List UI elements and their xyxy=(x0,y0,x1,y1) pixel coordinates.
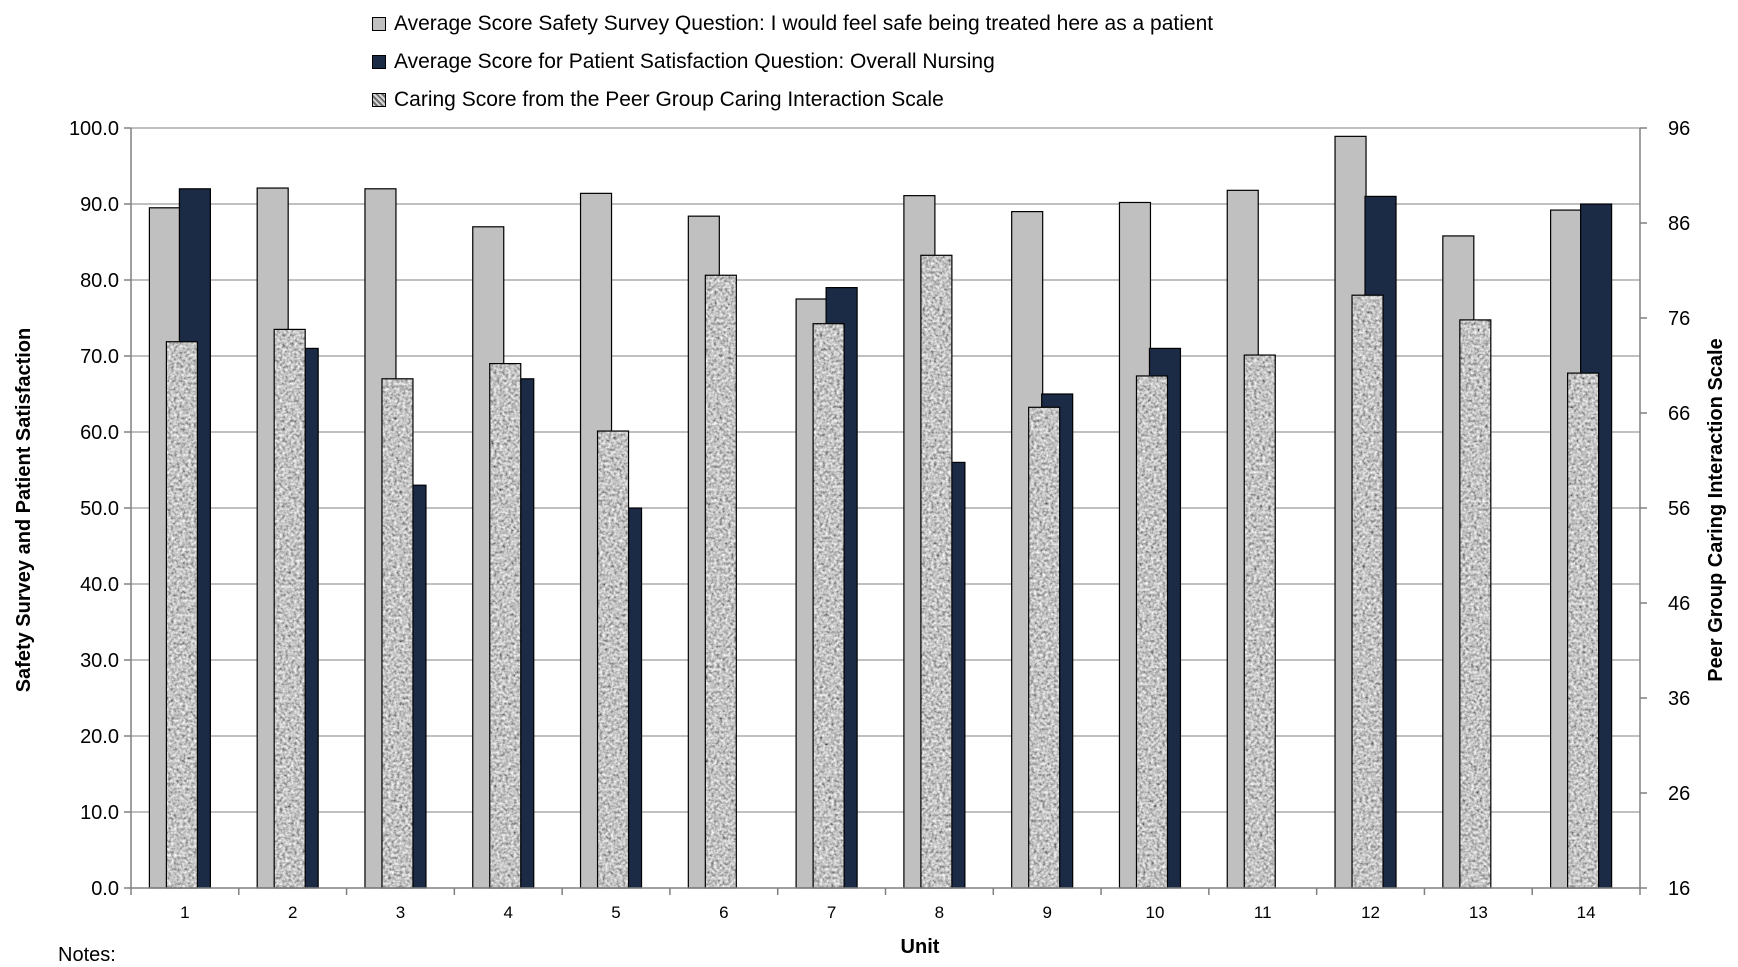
y2-tick-label: 36 xyxy=(1668,688,1690,710)
y2-tick-label: 56 xyxy=(1668,498,1690,520)
x-tick-label: 3 xyxy=(396,903,405,922)
y2-tick-label: 26 xyxy=(1668,783,1690,805)
caring-bar xyxy=(166,341,198,888)
y-tick-label: 80.0 xyxy=(80,270,119,292)
y2-tick-label: 16 xyxy=(1668,878,1690,900)
caring-bar xyxy=(381,378,413,888)
x-tick-label: 8 xyxy=(935,903,944,922)
y-tick-label: 40.0 xyxy=(80,574,119,596)
y-tick-label: 10.0 xyxy=(80,802,119,824)
x-tick-label: 11 xyxy=(1254,903,1272,922)
y-tick-label: 100.0 xyxy=(69,118,119,140)
y2-axis-title: Peer Group Caring Interaction Scale xyxy=(1705,338,1727,681)
y2-tick-label: 66 xyxy=(1668,403,1690,425)
caring-bar xyxy=(489,363,521,889)
x-tick-label: 5 xyxy=(611,903,620,922)
x-tick-label: 7 xyxy=(827,903,836,922)
x-axis-title: Unit xyxy=(901,936,940,956)
x-tick-label: 14 xyxy=(1577,903,1596,922)
legend-item-safety: Average Score Safety Survey Question: I … xyxy=(372,5,1213,43)
caring-bar xyxy=(1244,355,1276,888)
chart-legend: Average Score Safety Survey Question: I … xyxy=(372,5,1213,119)
y-tick-label: 50.0 xyxy=(80,498,119,520)
y-axis-title: Safety Survey and Patient Satisfaction xyxy=(13,328,35,693)
y-tick-label: 20.0 xyxy=(80,726,119,748)
x-tick-label: 13 xyxy=(1469,903,1488,922)
y2-tick-label: 96 xyxy=(1668,118,1690,140)
caring-bar xyxy=(1459,319,1491,888)
y-tick-label: 0.0 xyxy=(91,878,119,900)
caring-bar xyxy=(1567,373,1599,889)
legend-swatch-safety xyxy=(372,17,386,31)
x-tick-label: 2 xyxy=(288,903,297,922)
x-tick-label: 1 xyxy=(180,903,189,922)
x-tick-label: 4 xyxy=(504,903,513,922)
x-tick-label: 10 xyxy=(1146,903,1165,922)
caring-bar xyxy=(1136,375,1168,888)
y-tick-label: 90.0 xyxy=(80,194,119,216)
caring-bar xyxy=(274,329,306,888)
x-tick-label: 12 xyxy=(1361,903,1380,922)
caring-bar xyxy=(1352,295,1384,888)
y-tick-label: 70.0 xyxy=(80,346,119,368)
legend-swatch-caring xyxy=(372,93,386,107)
legend-swatch-satisfaction xyxy=(372,55,386,69)
legend-item-caring: Caring Score from the Peer Group Caring … xyxy=(372,81,1213,119)
legend-label-caring: Caring Score from the Peer Group Caring … xyxy=(394,88,944,111)
x-tick-label: 9 xyxy=(1042,903,1051,922)
bars xyxy=(148,135,1613,889)
y-tick-label: 30.0 xyxy=(80,650,119,672)
gridlines xyxy=(131,127,1640,813)
caring-bar xyxy=(813,323,845,888)
legend-item-satisfaction: Average Score for Patient Satisfaction Q… xyxy=(372,43,1213,81)
caring-bar xyxy=(597,431,629,888)
legend-label-satisfaction: Average Score for Patient Satisfaction Q… xyxy=(394,50,995,73)
y2-tick-label: 46 xyxy=(1668,593,1690,615)
caring-bar xyxy=(1028,407,1060,888)
y2-tick-label: 76 xyxy=(1668,308,1690,330)
caring-bar xyxy=(920,255,952,889)
legend-label-safety: Average Score Safety Survey Question: I … xyxy=(394,12,1214,35)
axes: 0.0 10.0 20.0 30.0 40.0 50.0 60.0 70.0 80.0 90.0 1… xyxy=(69,118,1690,922)
y2-tick-label: 86 xyxy=(1668,213,1690,235)
caring-bar xyxy=(705,275,737,888)
x-tick-label: 6 xyxy=(719,903,728,922)
y-tick-label: 60.0 xyxy=(80,422,119,444)
